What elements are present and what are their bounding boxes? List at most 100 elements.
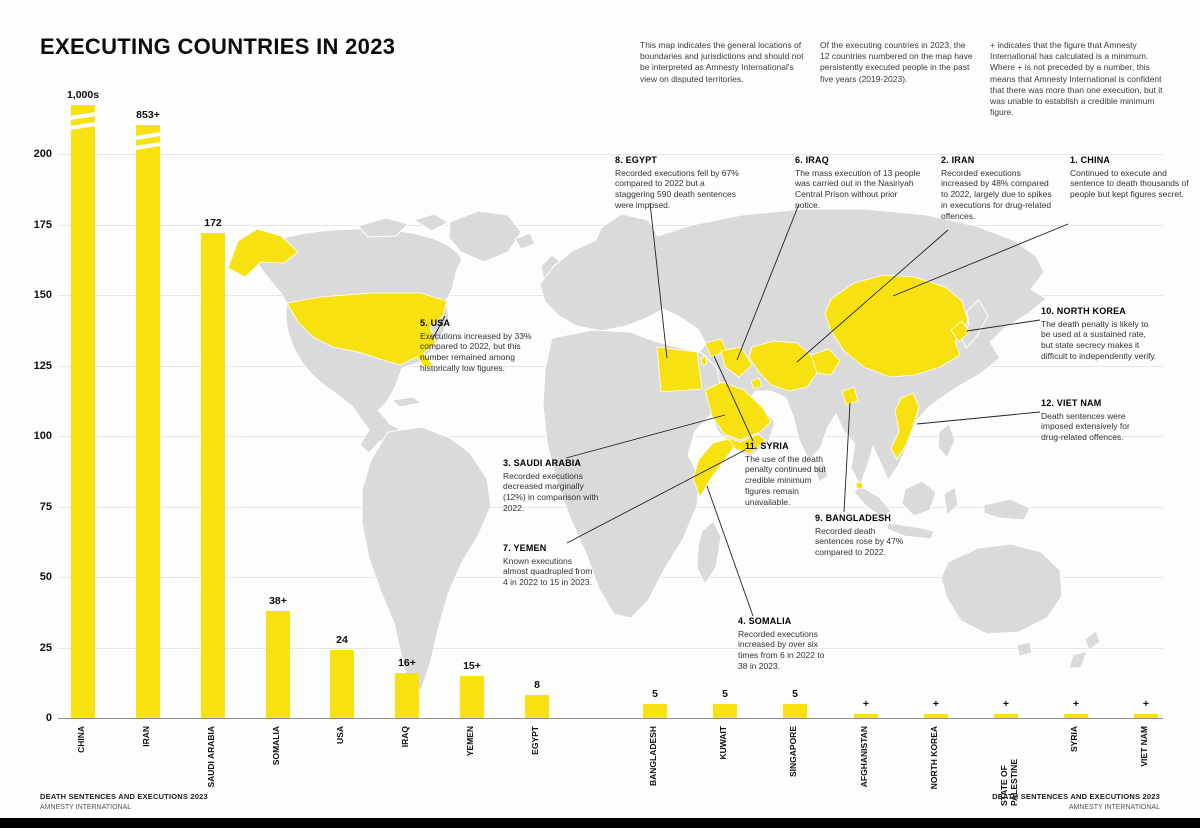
callout-saudi-arabia: 3. SAUDI ARABIA Recorded executions decr…: [503, 458, 605, 514]
axis-break-mark: [67, 121, 99, 130]
leader-north-korea: [966, 319, 1041, 332]
land-arctic-islands: [413, 213, 449, 232]
callout-egypt-body: Recorded executions fell by 67% compared…: [615, 167, 739, 211]
bar-value-label: +: [862, 698, 870, 710]
bar-value-label: 8: [534, 679, 540, 692]
callout-somalia-title: 4. SOMALIA: [738, 616, 792, 626]
land-new-zealand: [1068, 650, 1088, 669]
callout-usa: 5. USA Executions increased by 33% compa…: [420, 318, 532, 374]
bar-value-label: 5: [652, 687, 658, 700]
bar-value-label: 24: [336, 634, 348, 647]
land-new-zealand: [1084, 630, 1101, 651]
land-iceland: [514, 232, 536, 250]
land-greenland: [448, 210, 522, 263]
bar-kuwait: [713, 703, 737, 718]
bar-value-label: 1,000s: [66, 89, 100, 101]
map-highlighted-countries: [227, 228, 970, 498]
bar-value-label: +: [1142, 698, 1150, 710]
bar-afghanistan: [854, 714, 878, 718]
country-singapore: [855, 481, 864, 490]
country-iran: [748, 340, 818, 392]
land-philippines: [937, 423, 956, 459]
x-axis-category-label: SOMALIA: [271, 726, 281, 766]
x-axis-category-label: EGYPT: [530, 726, 540, 755]
callout-north-korea: 10. NORTH KOREA The death penalty is lik…: [1041, 306, 1157, 362]
callout-usa-title: 5. USA: [420, 318, 451, 328]
callout-iran-body: Recorded executions increased by 48% com…: [941, 167, 1052, 222]
callout-leader-lines: [431, 202, 1069, 617]
x-axis-category-label: NORTH KOREA: [929, 726, 939, 790]
x-axis-category-label: BANGLADESH: [648, 726, 658, 786]
callout-bangladesh-body: Recorded death sentences rose by 47% com…: [815, 525, 904, 558]
callout-china-title: 1. CHINA: [1070, 155, 1111, 165]
axis-break-mark: [132, 141, 164, 150]
bar-value-label: 15+: [463, 659, 481, 672]
bar-iraq: [395, 672, 419, 718]
x-axis-category-label: KUWAIT: [718, 726, 728, 760]
callout-viet-nam: 12. VIET NAM Death sentences were impose…: [1041, 398, 1151, 443]
land-arctic-islands: [357, 217, 409, 238]
footer-right-report: DEATH SENTENCES AND EXECUTIONS 2023: [992, 792, 1160, 802]
country-iraq: [720, 346, 753, 378]
footer-left: DEATH SENTENCES AND EXECUTIONS 2023 AMNE…: [40, 791, 208, 813]
x-axis-category-label: IRAN: [141, 726, 151, 747]
callout-china-body: Continued to execute and sentence to dea…: [1070, 167, 1189, 200]
callout-north-korea-title: 10. NORTH KOREA: [1041, 306, 1127, 316]
footer-right-org: AMNESTY INTERNATIONAL: [1068, 803, 1160, 811]
country-usa: [286, 292, 448, 369]
country-usa-alaska: [227, 228, 299, 278]
leader-iran: [796, 229, 949, 363]
y-axis-tick-label: 0: [45, 712, 52, 724]
callout-china: 1. CHINA Continued to execute and senten…: [1070, 155, 1190, 200]
callout-saudi-arabia-title: 3. SAUDI ARABIA: [503, 458, 582, 468]
callout-iraq-title: 6. IRAQ: [795, 155, 829, 165]
footer-right: DEATH SENTENCES AND EXECUTIONS 2023 AMNE…: [992, 791, 1160, 813]
country-north-korea: [950, 320, 970, 343]
land-sulawesi: [943, 486, 959, 516]
country-china: [824, 274, 969, 378]
page-title: EXECUTING COUNTRIES IN 2023: [40, 34, 396, 59]
bar-china: [67, 105, 99, 718]
callout-usa-body: Executions increased by 33% compared to …: [420, 330, 532, 374]
callout-bangladesh-title: 9. BANGLADESH: [815, 513, 892, 523]
callout-syria: 11. SYRIA The use of the death penalty c…: [745, 441, 835, 508]
country-saudi-arabia: [704, 381, 772, 441]
axis-break-mark: [132, 131, 164, 140]
country-afghanistan: [810, 348, 841, 376]
gridline-25: [58, 647, 1163, 649]
bar-state-of-palestine: [994, 714, 1018, 718]
callout-syria-title: 11. SYRIA: [745, 441, 789, 451]
land-south-america: [361, 426, 492, 691]
leader-saudi-arabia: [565, 414, 726, 459]
callout-viet-nam-title: 12. VIET NAM: [1041, 398, 1102, 408]
footer-left-org: AMNESTY INTERNATIONAL: [40, 803, 132, 811]
land-japan: [960, 299, 989, 349]
y-axis-tick-label: 200: [33, 148, 52, 160]
bar-value-label: 38+: [269, 594, 287, 607]
land-java: [886, 522, 935, 540]
callout-yemen-title: 7. YEMEN: [503, 543, 547, 553]
bar-value-label: +: [1072, 698, 1080, 710]
bar-viet-nam: [1134, 714, 1158, 718]
x-axis-category-label: SAUDI ARABIA: [206, 726, 216, 788]
land-australia: [940, 543, 1063, 635]
bar-value-label: 5: [722, 687, 728, 700]
callout-iran-title: 2. IRAN: [941, 155, 975, 165]
callout-bangladesh: 9. BANGLADESH Recorded death sentences r…: [815, 513, 913, 558]
bar-value-label: +: [1002, 698, 1010, 710]
bar-egypt: [525, 695, 549, 718]
x-axis-category-label: IRAQ: [400, 726, 410, 748]
callout-saudi-arabia-body: Recorded executions decreased marginally…: [503, 470, 599, 514]
land-cuba: [391, 396, 422, 408]
callout-egypt: 8. EGYPT Recorded executions fell by 67%…: [615, 155, 743, 211]
bar-syria: [1064, 714, 1088, 718]
bottom-black-bar: [0, 818, 1200, 828]
bar-value-label: 172: [204, 216, 222, 229]
x-axis-category-label: SYRIA: [1069, 726, 1079, 752]
leader-usa: [431, 315, 446, 341]
leader-egypt: [649, 202, 668, 359]
callout-yemen-body: Known executions almost quadrupled from …: [503, 555, 593, 588]
land-new-guinea: [983, 498, 1031, 521]
